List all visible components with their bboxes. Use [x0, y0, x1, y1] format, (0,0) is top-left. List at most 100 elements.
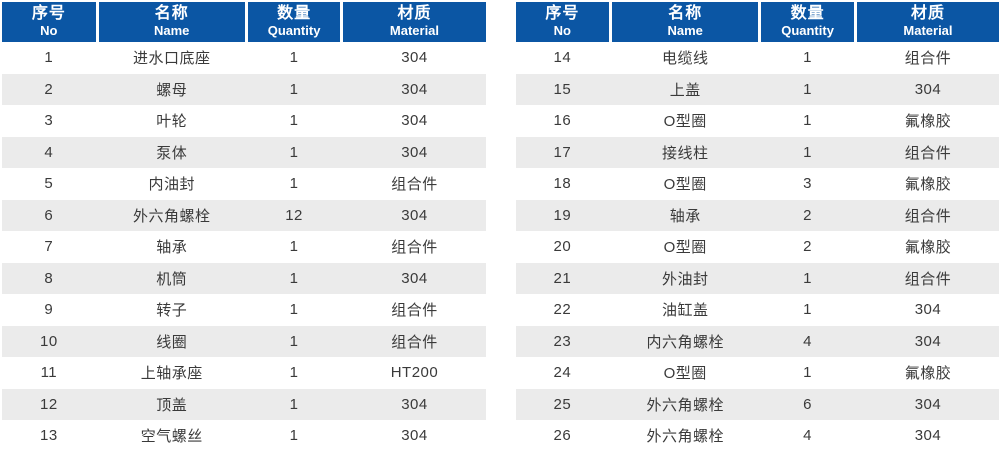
- table-header: 序号 No 名称 Name 数量 Quantity 材质 Material: [515, 2, 999, 42]
- cell-no: 14: [553, 49, 572, 67]
- column-header-quantity-en: Quantity: [781, 22, 834, 38]
- cell-quantity: 4: [803, 332, 812, 350]
- cell-name: 顶盖: [156, 396, 188, 414]
- cell-name: 外六角螺栓: [132, 207, 211, 225]
- cell-name: O型圈: [663, 113, 707, 131]
- table-row: 19 轴承 2 组合件: [515, 199, 999, 231]
- cell-name: 空气螺丝: [140, 428, 203, 446]
- cell-no: 5: [44, 175, 54, 193]
- column-header-quantity-zh: 数量: [277, 5, 312, 23]
- cell-no: 10: [40, 332, 58, 350]
- column-header-quantity-en: Quantity: [267, 22, 321, 38]
- cell-material: 氟橡胶: [904, 239, 952, 257]
- cell-name: O型圈: [663, 365, 707, 383]
- column-header-quantity: 数量 Quantity: [761, 2, 854, 42]
- cell-quantity: 1: [289, 238, 299, 256]
- cell-material: 组合件: [904, 144, 952, 162]
- column-header-name: 名称 Name: [612, 2, 759, 42]
- cell-quantity: 12: [285, 206, 303, 224]
- cell-quantity: 1: [289, 332, 299, 350]
- cell-name: 外六角螺栓: [646, 396, 724, 414]
- column-header-material: 材质 Material: [856, 2, 999, 42]
- cell-no: 21: [553, 269, 572, 287]
- cell-quantity: 1: [803, 143, 812, 161]
- column-header-name-en: Name: [667, 22, 703, 38]
- cell-quantity: 1: [289, 175, 299, 193]
- cell-name: 接线柱: [661, 144, 709, 162]
- column-header-material: 材质 Material: [343, 2, 486, 42]
- cell-no: 24: [553, 364, 572, 382]
- cell-material: HT200: [390, 364, 439, 382]
- cell-material: 氟橡胶: [904, 113, 952, 131]
- column-header-name: 名称 Name: [98, 2, 245, 42]
- column-header-name-zh: 名称: [154, 5, 189, 23]
- cell-no: 26: [553, 427, 572, 445]
- table-row: 5 内油封 1 组合件: [2, 168, 486, 200]
- cell-name: 螺母: [156, 81, 188, 99]
- cell-no: 4: [44, 143, 54, 161]
- cell-material: 氟橡胶: [904, 365, 952, 383]
- table-row: 15 上盖 1 304: [515, 73, 999, 105]
- cell-quantity: 1: [803, 364, 812, 382]
- column-header-no-en: No: [40, 22, 58, 38]
- table-header: 序号 No 名称 Name 数量 Quantity 材质 Material: [2, 2, 486, 42]
- cell-no: 8: [44, 269, 54, 287]
- table-row: 9 转子 1 组合件: [2, 294, 486, 326]
- cell-no: 3: [44, 112, 54, 130]
- cell-name: 机筒: [156, 270, 188, 288]
- cell-name: 泵体: [156, 144, 188, 162]
- cell-quantity: 1: [289, 143, 299, 161]
- cell-name: 线圈: [156, 333, 188, 351]
- cell-name: 电缆线: [661, 50, 709, 68]
- cell-material: 304: [401, 395, 428, 413]
- cell-quantity: 1: [803, 301, 812, 319]
- cell-quantity: 1: [289, 80, 299, 98]
- cell-no: 25: [553, 395, 572, 413]
- cell-name: 上盖: [669, 81, 701, 99]
- table-row: 8 机筒 1 304: [2, 262, 486, 294]
- table-row: 23 内六角螺栓 4 304: [515, 325, 999, 357]
- table-row: 17 接线柱 1 组合件: [515, 136, 999, 168]
- cell-no: 23: [553, 332, 572, 350]
- column-header-no-en: No: [553, 22, 572, 38]
- cell-no: 7: [44, 238, 54, 256]
- column-header-no-zh: 序号: [31, 5, 66, 23]
- cell-material: 304: [401, 206, 428, 224]
- cell-quantity: 1: [289, 301, 299, 319]
- cell-no: 19: [553, 206, 572, 224]
- cell-material: 304: [914, 395, 942, 413]
- cell-quantity: 4: [803, 427, 812, 445]
- cell-material: 组合件: [391, 176, 438, 194]
- table-row: 6 外六角螺栓 12 304: [2, 199, 486, 231]
- cell-name: 油缸盖: [661, 302, 709, 320]
- cell-name: O型圈: [663, 239, 707, 257]
- cell-quantity: 1: [289, 112, 299, 130]
- cell-material: 304: [401, 143, 428, 161]
- cell-material: 氟橡胶: [904, 176, 952, 194]
- table-row: 25 外六角螺栓 6 304: [515, 388, 999, 420]
- cell-material: 组合件: [904, 270, 952, 288]
- cell-quantity: 1: [803, 269, 812, 287]
- column-header-material-en: Material: [389, 22, 440, 38]
- cell-material: 304: [914, 427, 942, 445]
- cell-name: 外六角螺栓: [646, 428, 724, 446]
- table-row: 10 线圈 1 组合件: [2, 325, 486, 357]
- column-header-name-zh: 名称: [668, 5, 703, 23]
- cell-name: 外油封: [661, 270, 709, 288]
- cell-quantity: 6: [803, 395, 812, 413]
- cell-material: 304: [401, 269, 428, 287]
- cell-material: 组合件: [904, 207, 952, 225]
- column-header-material-en: Material: [903, 22, 953, 38]
- cell-no: 17: [553, 143, 572, 161]
- cell-no: 11: [40, 364, 58, 382]
- cell-name: 上轴承座: [140, 365, 203, 383]
- table-row: 1 进水口底座 1 304: [2, 42, 486, 74]
- table-row: 14 电缆线 1 组合件: [515, 42, 999, 74]
- column-header-material-zh: 材质: [397, 5, 432, 23]
- cell-name: 轴承: [669, 207, 701, 225]
- cell-material: 304: [401, 49, 428, 67]
- cell-material: 组合件: [391, 302, 438, 320]
- column-header-name-en: Name: [153, 22, 190, 38]
- parts-table-left: 序号 No 名称 Name 数量 Quantity 材质 Material 1 进…: [2, 2, 486, 454]
